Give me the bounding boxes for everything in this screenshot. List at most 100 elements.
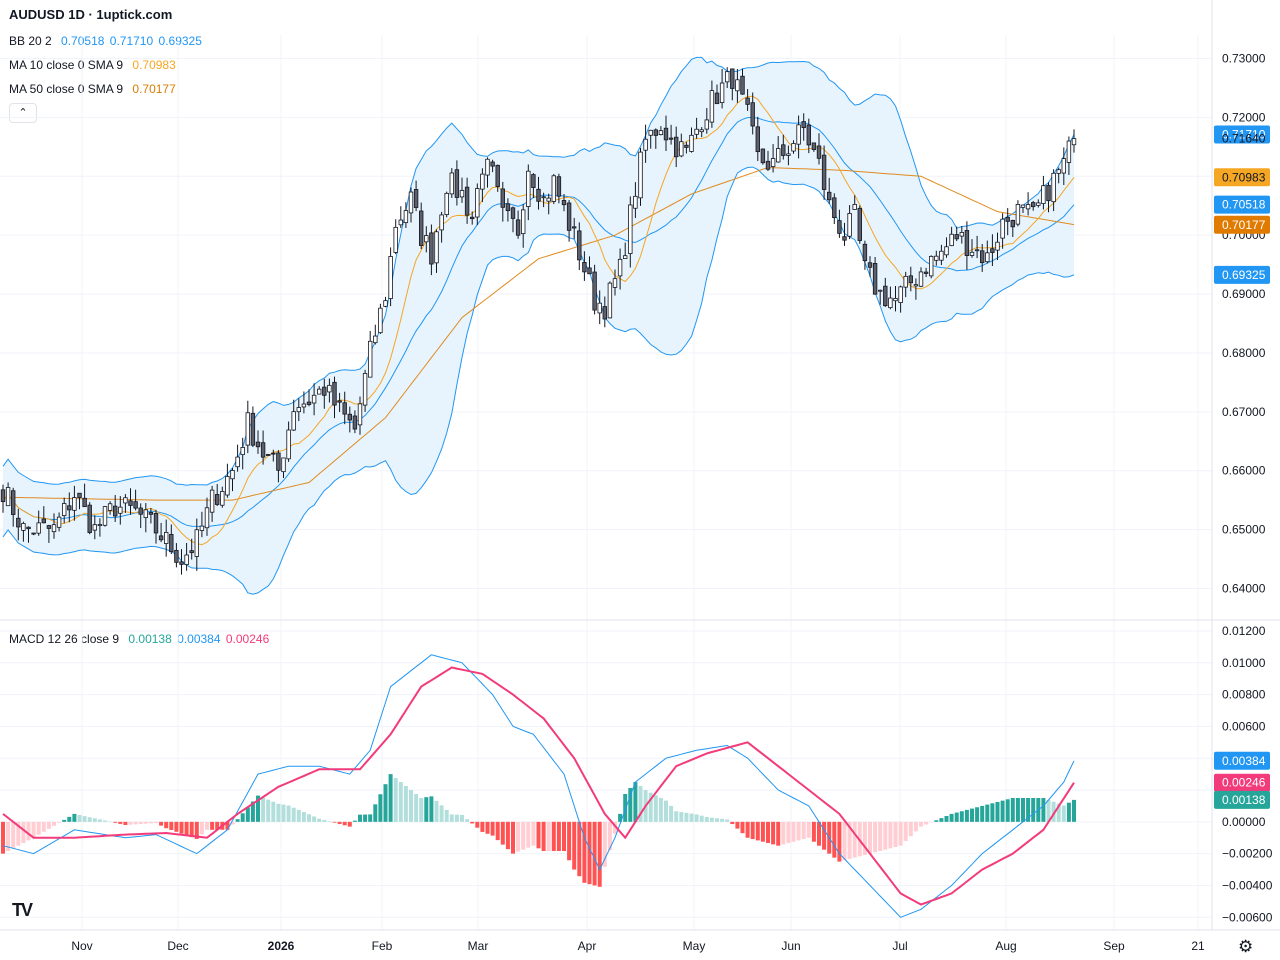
macd-histogram-bar [796, 821, 801, 841]
candle-body [893, 298, 898, 302]
price-tick-label: 0.65000 [1222, 523, 1266, 537]
macd-histogram-bar [159, 821, 164, 826]
macd-histogram-bar [82, 816, 87, 822]
candle-body [536, 188, 541, 202]
candle-body [1036, 202, 1041, 206]
macd-histogram-bar [327, 821, 332, 822]
candle-body [424, 235, 429, 243]
candle-body [189, 550, 194, 554]
macd-histogram-bar [174, 821, 179, 832]
bb-legend[interactable]: BB 20 2 0.70518 0.71710 0.69325 [9, 33, 202, 49]
macd-histogram-bar [929, 821, 934, 823]
macd-histogram-bar [771, 821, 776, 845]
macd-histogram-bar [301, 812, 306, 822]
candle-body [199, 525, 205, 531]
macd-legend[interactable]: MACD 12 26 close 9 0.00138 0.00384 0.002… [9, 631, 269, 647]
macd-histogram-bar [582, 821, 587, 883]
candle-body [750, 102, 755, 127]
candle-body [551, 175, 556, 202]
candle-body [832, 197, 837, 219]
macd-histogram-bar [368, 814, 373, 822]
candles [0, 67, 1077, 575]
bollinger-band-fill [3, 57, 1074, 595]
macd-histogram-bar [613, 821, 617, 834]
macd-histogram-bar [92, 818, 97, 822]
candle-body [434, 231, 439, 264]
macd-price-label-bg [1214, 751, 1270, 770]
candle-body [776, 148, 781, 163]
bb-upper-value: 0.71710 [109, 34, 154, 48]
ma50-legend[interactable]: MA 50 close 0 SMA 9 0.70177 [9, 81, 176, 97]
candle-body [689, 134, 694, 152]
macd-histogram-bar [847, 821, 852, 859]
candle-body [760, 148, 766, 164]
time-tick-label: Dec [167, 939, 188, 953]
candle-body [408, 191, 414, 214]
candle-body [174, 549, 179, 563]
candle-body [699, 129, 704, 133]
tradingview-logo[interactable]: TV [12, 900, 33, 920]
macd-histogram-bar [1021, 797, 1025, 822]
macd-histogram-bar [766, 821, 770, 844]
candle-body [908, 275, 913, 284]
candle-body [1025, 204, 1031, 210]
macd-histogram-bar [725, 819, 730, 822]
macd-histogram-bar [1015, 797, 1020, 822]
candle-body [597, 302, 602, 314]
price-label: 0.71710 [1222, 128, 1266, 142]
macd-histogram-bar [312, 816, 317, 822]
time-tick-label: Aug [995, 939, 1016, 953]
macd-histogram-bar [317, 818, 322, 822]
macd-histogram-bar [970, 808, 974, 822]
macd-histogram-bar [388, 774, 393, 822]
collapse-legend-button[interactable]: ⌃ [9, 103, 37, 123]
candle-body [638, 151, 643, 199]
candle-body [837, 220, 842, 234]
candle-body [1015, 204, 1021, 225]
macd-histogram-bar [113, 821, 118, 823]
candle-body [827, 191, 832, 201]
candle-body [459, 190, 465, 198]
macd-histogram-bar [281, 804, 286, 822]
candle-body [668, 137, 674, 140]
candle-body [214, 494, 220, 505]
ma10-legend[interactable]: MA 10 close 0 SMA 9 0.70983 [9, 57, 176, 73]
macd-histogram-bar [256, 795, 260, 822]
gear-icon[interactable]: ⚙ [1238, 937, 1254, 956]
candle-body [235, 456, 240, 468]
macd-histogram-bar [296, 809, 301, 822]
macd-histogram-bar [465, 819, 470, 822]
macd-histogram-bar [500, 821, 505, 845]
candle-body [694, 128, 699, 135]
candle-body [959, 232, 964, 237]
macd-histogram-bar [1, 821, 5, 854]
candle-body [949, 233, 954, 247]
candle-body [107, 503, 113, 511]
macd-histogram-bar [597, 821, 602, 887]
candle-body [719, 82, 725, 104]
candle-body [128, 500, 133, 506]
candle-body [796, 124, 801, 145]
candle-body [475, 188, 480, 218]
macd-histogram-bar [199, 821, 204, 835]
macd-histogram-bar [873, 821, 878, 853]
candle-body [1071, 138, 1077, 146]
candle-body [184, 554, 189, 565]
macd-price-label-bg [1214, 773, 1270, 792]
macd-tick-label: 0.00600 [1222, 719, 1266, 733]
macd-histogram-bar [67, 816, 72, 822]
macd-histogram-bar [103, 820, 107, 822]
macd-histogram-bar [750, 821, 755, 840]
candle-body [250, 412, 256, 446]
candle-body [602, 306, 607, 320]
macd-histogram-bar [1026, 797, 1031, 822]
macd-histogram-bar [189, 821, 194, 838]
macd-histogram-bar [990, 803, 995, 822]
macd-histogram [1, 774, 1076, 887]
candle-body [72, 497, 77, 511]
candle-body [643, 138, 648, 151]
macd-histogram-bar [261, 797, 266, 822]
price-tick-label: 0.73000 [1222, 52, 1266, 66]
candle-body [786, 153, 791, 156]
